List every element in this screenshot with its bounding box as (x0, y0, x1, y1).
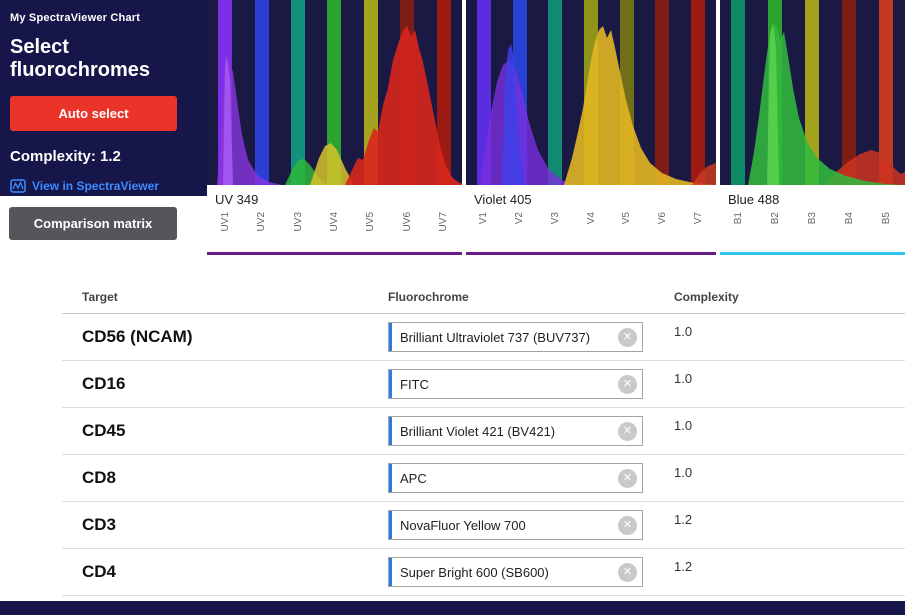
detector-tick: V1 (478, 212, 490, 225)
complexity-cell: 1.0 (674, 324, 693, 339)
remove-fluorochrome-button[interactable]: ✕ (618, 563, 637, 582)
fluorochrome-accent-bar (389, 323, 392, 351)
detector-tick: UV2 (256, 212, 268, 232)
detector-tick: UV3 (292, 212, 304, 232)
target-cell: CD45 (82, 421, 126, 440)
fluorochrome-select[interactable]: Brilliant Violet 421 (BV421) ✕ (388, 416, 643, 446)
laser-name: Violet 405 (474, 192, 532, 207)
close-icon: ✕ (622, 378, 633, 390)
complexity-cell: 1.2 (674, 512, 693, 527)
laser-name: UV 349 (215, 192, 259, 207)
col-header-complexity: Complexity (674, 289, 739, 304)
detector-tick: V5 (621, 212, 633, 225)
table-row: CD4 Super Bright 600 (SB600) ✕ 1.2 (62, 549, 905, 596)
complexity-cell: 1.0 (674, 371, 693, 386)
fluorochrome-select[interactable]: NovaFluor Yellow 700 ✕ (388, 510, 643, 540)
table-row: CD16 FITC ✕ 1.0 (62, 361, 905, 408)
laser-panel-uv349: UV 349 UV1 UV2 UV3 UV4 UV5 UV6 UV7 (207, 0, 462, 255)
fluorochrome-accent-bar (389, 417, 392, 445)
detector-tick: UV7 (438, 212, 450, 232)
fluorochrome-label: Brilliant Ultraviolet 737 (BUV737) (400, 329, 591, 345)
target-cell: CD4 (82, 562, 117, 581)
fluorochrome-accent-bar (389, 464, 392, 492)
detector-tick: B4 (844, 212, 855, 225)
detector-tick: UV1 (219, 212, 231, 232)
fluorochrome-select[interactable]: FITC ✕ (388, 369, 643, 399)
sidebar: My SpectraViewer Chart Select fluorochro… (0, 0, 207, 196)
col-header-target: Target (82, 289, 118, 304)
violet405-spectrum-chart (466, 0, 716, 185)
complexity-cell: 1.0 (674, 418, 693, 433)
target-cell: CD16 (82, 374, 126, 393)
uv349-spectrum-chart (207, 0, 462, 185)
fluorochrome-label: NovaFluor Yellow 700 (400, 517, 526, 533)
fluorochrome-label: FITC (400, 376, 429, 392)
spectraviewer-icon (10, 179, 26, 193)
remove-fluorochrome-button[interactable]: ✕ (618, 469, 637, 488)
comparison-matrix-button[interactable]: Comparison matrix (9, 207, 177, 240)
panel-table: Target Fluorochrome Complexity CD56 (NCA… (62, 280, 905, 596)
detector-ticks: UV1 UV2 UV3 UV4 UV5 UV6 UV7 (207, 212, 462, 252)
close-icon: ✕ (622, 425, 633, 437)
laser-underline (207, 252, 462, 255)
table-row: CD3 NovaFluor Yellow 700 ✕ 1.2 (62, 502, 905, 549)
view-link-label: View in SpectraViewer (32, 179, 159, 193)
detector-tick: V7 (692, 212, 704, 225)
target-cell: CD3 (82, 515, 117, 534)
laser-underline (720, 252, 905, 255)
close-icon: ✕ (622, 566, 633, 578)
remove-fluorochrome-button[interactable]: ✕ (618, 516, 637, 535)
table-row: CD56 (NCAM) Brilliant Ultraviolet 737 (B… (62, 314, 905, 361)
detector-ticks: B1 B2 B3 B4 B5 (720, 212, 905, 252)
laser-underline (466, 252, 716, 255)
breadcrumb[interactable]: My SpectraViewer Chart (10, 12, 141, 24)
close-icon: ✕ (622, 519, 633, 531)
target-cell: CD8 (82, 468, 117, 487)
view-in-spectraviewer-link[interactable]: View in SpectraViewer (10, 179, 197, 193)
detector-tick: B1 (733, 212, 744, 225)
close-icon: ✕ (622, 331, 633, 343)
auto-select-button[interactable]: Auto select (10, 96, 177, 131)
fluorochrome-label: Super Bright 600 (SB600) (400, 564, 549, 580)
table-header-row: Target Fluorochrome Complexity (62, 280, 905, 314)
fluorochrome-select[interactable]: Super Bright 600 (SB600) ✕ (388, 557, 643, 587)
table-row: CD45 Brilliant Violet 421 (BV421) ✕ 1.0 (62, 408, 905, 455)
detector-tick: V6 (656, 212, 668, 225)
target-cell: CD56 (NCAM) (82, 327, 193, 346)
detector-tick: V3 (549, 212, 561, 225)
detector-tick: UV6 (401, 212, 413, 232)
detector-tick: B5 (881, 212, 892, 225)
table-row: CD8 APC ✕ 1.0 (62, 455, 905, 502)
detector-tick: B2 (770, 212, 781, 225)
detector-tick: UV5 (365, 212, 377, 232)
detector-ticks: V1 V2 V3 V4 V5 V6 V7 (466, 212, 716, 252)
laser-panel-violet405: Violet 405 V1 V2 V3 V4 V5 V6 V7 (466, 0, 716, 255)
fluorochrome-select[interactable]: APC ✕ (388, 463, 643, 493)
col-header-fluorochrome: Fluorochrome (388, 289, 469, 304)
detector-tick: V4 (585, 212, 597, 225)
detector-tick: UV4 (328, 212, 340, 232)
detector-tick: B3 (807, 212, 818, 225)
fluorochrome-select[interactable]: Brilliant Ultraviolet 737 (BUV737) ✕ (388, 322, 643, 352)
complexity-cell: 1.2 (674, 559, 693, 574)
remove-fluorochrome-button[interactable]: ✕ (618, 375, 637, 394)
complexity-total: Complexity: 1.2 (10, 148, 121, 165)
fluorochrome-accent-bar (389, 370, 392, 398)
fluorochrome-accent-bar (389, 558, 392, 586)
blue488-spectrum-chart (720, 0, 905, 185)
remove-fluorochrome-button[interactable]: ✕ (618, 328, 637, 347)
remove-fluorochrome-button[interactable]: ✕ (618, 422, 637, 441)
close-icon: ✕ (622, 472, 633, 484)
fluorochrome-accent-bar (389, 511, 392, 539)
laser-name: Blue 488 (728, 192, 780, 207)
complexity-cell: 1.0 (674, 465, 693, 480)
laser-panel-blue488: Blue 488 B1 B2 B3 B4 B5 (720, 0, 905, 255)
detector-tick: V2 (514, 212, 526, 225)
fluorochrome-label: APC (400, 470, 427, 486)
footer-bar (0, 601, 905, 615)
laser-panels: UV 349 UV1 UV2 UV3 UV4 UV5 UV6 UV7 (207, 0, 905, 255)
page-title: Select fluorochromes (10, 36, 151, 81)
fluorochrome-label: Brilliant Violet 421 (BV421) (400, 423, 556, 439)
